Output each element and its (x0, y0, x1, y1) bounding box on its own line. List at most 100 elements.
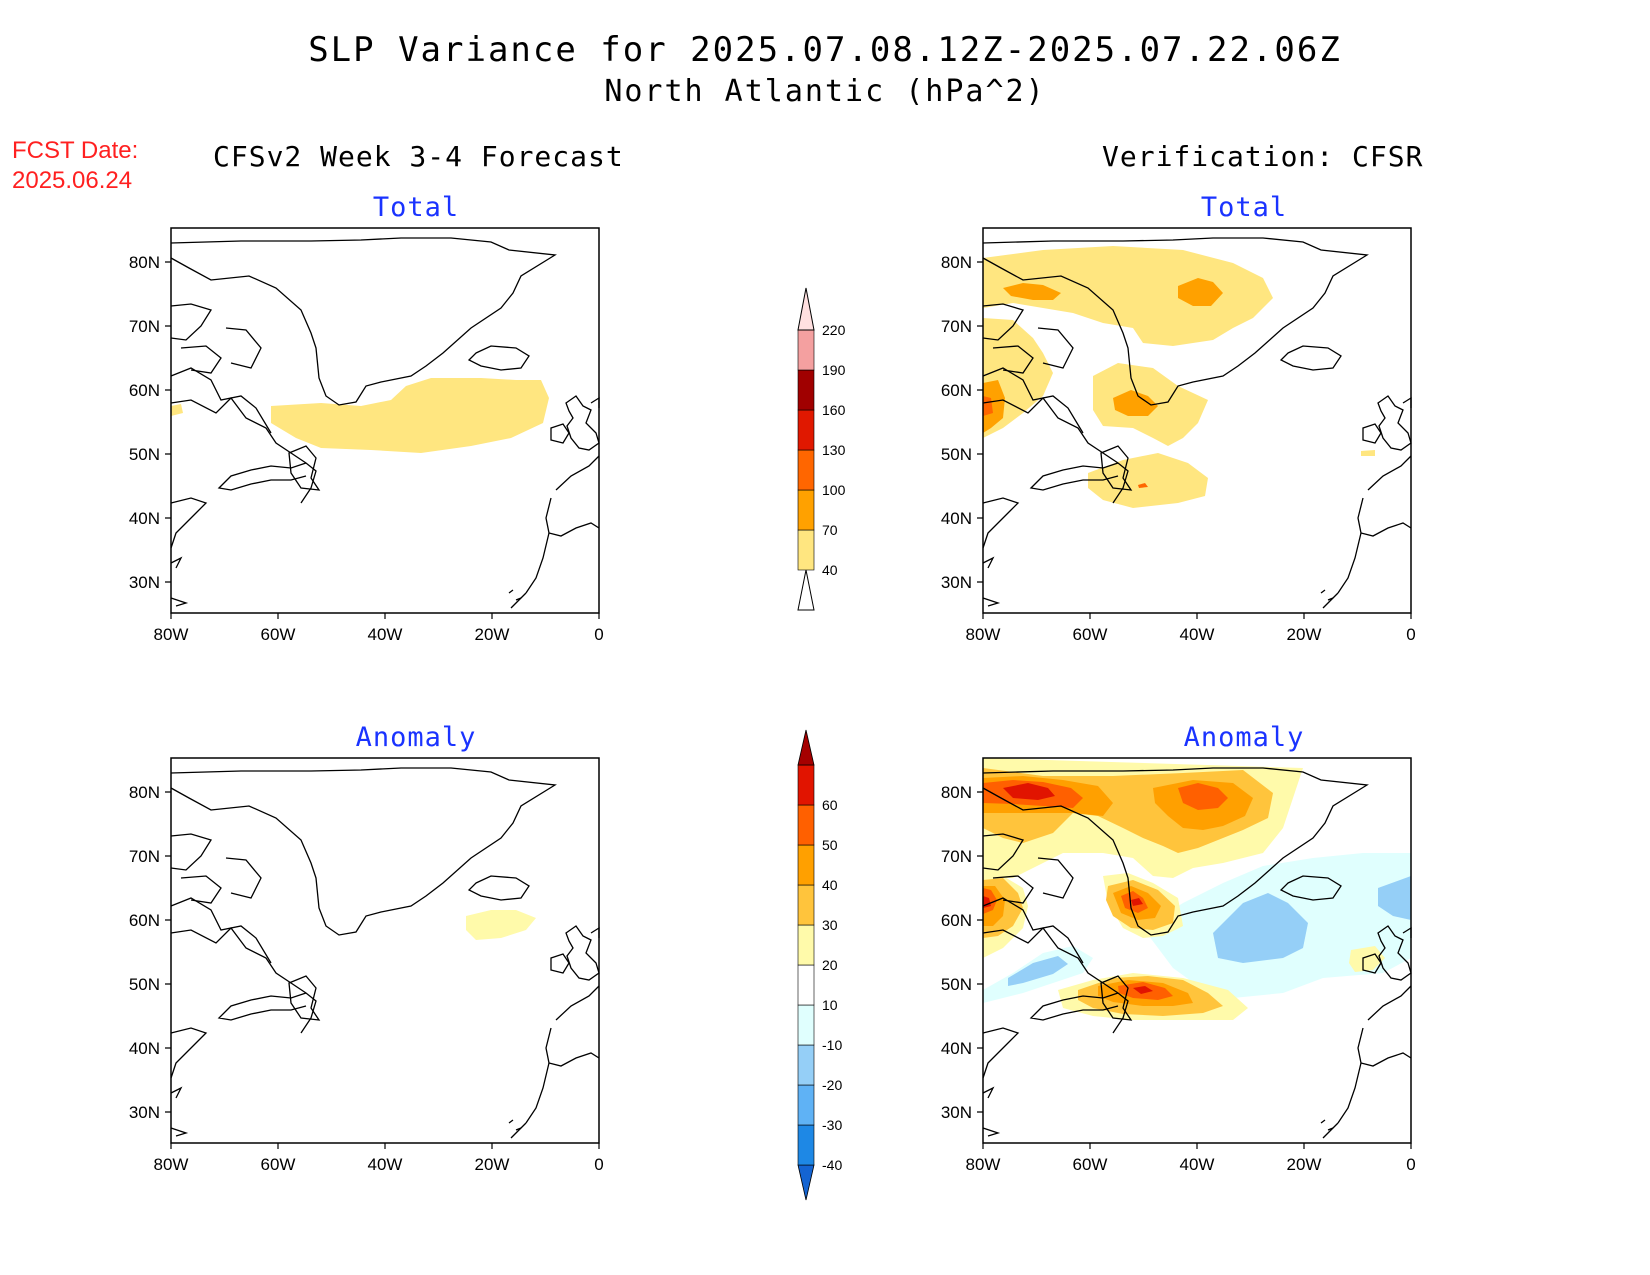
colorbar-total-label: 70 (822, 522, 838, 538)
colorbar-anomaly-label: 60 (822, 797, 838, 813)
lat-label: 70N (129, 847, 160, 866)
lon-label: 20W (1287, 1155, 1322, 1174)
lat-label: 30N (129, 573, 160, 592)
colorbar-total-bin (797, 369, 815, 411)
lon-label: 0 (1406, 625, 1415, 644)
lon-label: 60W (261, 1155, 296, 1174)
colorbar-total-label: 130 (822, 442, 846, 458)
lon-label: 80W (154, 625, 189, 644)
map-forecast-total (170, 227, 600, 614)
lat-label: 60N (129, 911, 160, 930)
colorbar-anomaly-label: -40 (822, 1157, 842, 1173)
colorbar-total-bin (797, 489, 815, 531)
column-title-verification: Verification: CFSR (1102, 140, 1424, 173)
colorbar-anomaly-bin (797, 964, 815, 1006)
colorbar-anomaly-label: -10 (822, 1037, 842, 1053)
lat-label: 80N (129, 253, 160, 272)
panel-title-forecast-anomaly: Anomaly (355, 722, 477, 753)
colorbar-total-label: 100 (822, 482, 846, 498)
lat-label: 40N (941, 509, 972, 528)
colorbar-anomaly-bin (797, 1124, 815, 1166)
lon-label: 60W (1073, 625, 1108, 644)
lon-label: 80W (154, 1155, 189, 1174)
lat-label: 30N (941, 573, 972, 592)
forecast-date-label: FCST Date: (12, 137, 139, 164)
lon-label: 20W (475, 625, 510, 644)
lat-label: 70N (941, 317, 972, 336)
lat-label: 80N (941, 783, 972, 802)
colorbar-anomaly-lower-arrow (797, 1164, 815, 1201)
lon-label: 40W (1180, 625, 1215, 644)
lat-label: 50N (129, 445, 160, 464)
lat-labels-bottom-right: 80N 70N 60N 50N 40N 30N (941, 783, 972, 1122)
forecast-date: FCST Date: 2025.06.24 (12, 136, 138, 196)
lat-label: 50N (941, 445, 972, 464)
lat-label: 50N (129, 975, 160, 994)
colorbar-anomaly-label: 20 (822, 957, 838, 973)
lat-label: 60N (941, 381, 972, 400)
colorbar-total-bin (797, 409, 815, 451)
lon-label: 20W (1287, 625, 1322, 644)
colorbar-anomaly-label: -30 (822, 1117, 842, 1133)
panel-title-forecast-total: Total (372, 192, 460, 223)
colorbar-anomaly: -40 -30 -20 -10 10 20 30 40 50 60 (797, 729, 842, 1201)
lat-label: 80N (941, 253, 972, 272)
lat-label: 50N (941, 975, 972, 994)
lat-labels-top-right: 80N 70N 60N 50N 40N 30N (941, 253, 972, 592)
lat-label: 40N (129, 509, 160, 528)
colorbar-anomaly-label: 30 (822, 917, 838, 933)
colorbar-total: 40 70 100 130 160 190 220 (797, 287, 846, 611)
colorbar-total-bin (797, 329, 815, 371)
lon-label: 80W (966, 625, 1001, 644)
chart-subtitle: North Atlantic (hPa^2) (604, 74, 1046, 109)
lat-label: 70N (129, 317, 160, 336)
colorbar-anomaly-label: 10 (822, 997, 838, 1013)
lon-labels-top-left: 80W 60W 40W 20W 0 (154, 625, 604, 644)
colorbar-total-upper-arrow (797, 287, 815, 331)
colorbar-total-bin (797, 529, 815, 571)
colorbar-anomaly-bin (797, 764, 815, 806)
column-title-forecast: CFSv2 Week 3-4 Forecast (213, 140, 624, 173)
colorbar-anomaly-bin (797, 844, 815, 886)
lon-labels-bottom-left: 80W 60W 40W 20W 0 (154, 1155, 604, 1174)
colorbar-anomaly-label: -20 (822, 1077, 842, 1093)
colorbar-anomaly-bin (797, 804, 815, 846)
panel-title-verification-anomaly: Anomaly (1183, 722, 1305, 753)
colorbar-total-lower-arrow (797, 569, 815, 611)
colorbar-anomaly-label: 40 (822, 877, 838, 893)
lon-label: 60W (1073, 1155, 1108, 1174)
lon-label: 20W (475, 1155, 510, 1174)
lon-label: 0 (594, 1155, 603, 1174)
forecast-date-value: 2025.06.24 (12, 167, 133, 194)
lon-label: 0 (594, 625, 603, 644)
colorbar-anomaly-bin (797, 884, 815, 926)
lat-label: 80N (129, 783, 160, 802)
lat-label: 60N (941, 911, 972, 930)
colorbar-anomaly-bin (797, 924, 815, 966)
lat-label: 60N (129, 381, 160, 400)
lat-labels-top-left: 80N 70N 60N 50N 40N 30N (129, 253, 160, 592)
lon-label: 80W (966, 1155, 1001, 1174)
colorbar-anomaly-bin (797, 1084, 815, 1126)
lon-label: 60W (261, 625, 296, 644)
map-verification-total (982, 227, 1412, 614)
lat-label: 40N (941, 1039, 972, 1058)
map-verification-anomaly (982, 757, 1412, 1144)
lon-label: 40W (368, 1155, 403, 1174)
colorbar-total-label: 160 (822, 402, 846, 418)
lon-label: 40W (368, 625, 403, 644)
lon-labels-bottom-right: 80W 60W 40W 20W 0 (966, 1155, 1416, 1174)
colorbar-total-label: 220 (822, 322, 846, 338)
lat-label: 30N (941, 1103, 972, 1122)
lat-label: 40N (129, 1039, 160, 1058)
lon-labels-top-right: 80W 60W 40W 20W 0 (966, 625, 1416, 644)
colorbar-total-bin (797, 449, 815, 491)
map-forecast-anomaly (170, 757, 600, 1144)
colorbar-anomaly-bin (797, 1004, 815, 1046)
lat-labels-bottom-left: 80N 70N 60N 50N 40N 30N (129, 783, 160, 1122)
colorbar-anomaly-bin (797, 1044, 815, 1086)
lat-label: 30N (129, 1103, 160, 1122)
colorbar-anomaly-upper-arrow (797, 729, 815, 766)
axis-ticks (165, 261, 1412, 1149)
panel-title-verification-total: Total (1200, 192, 1288, 223)
